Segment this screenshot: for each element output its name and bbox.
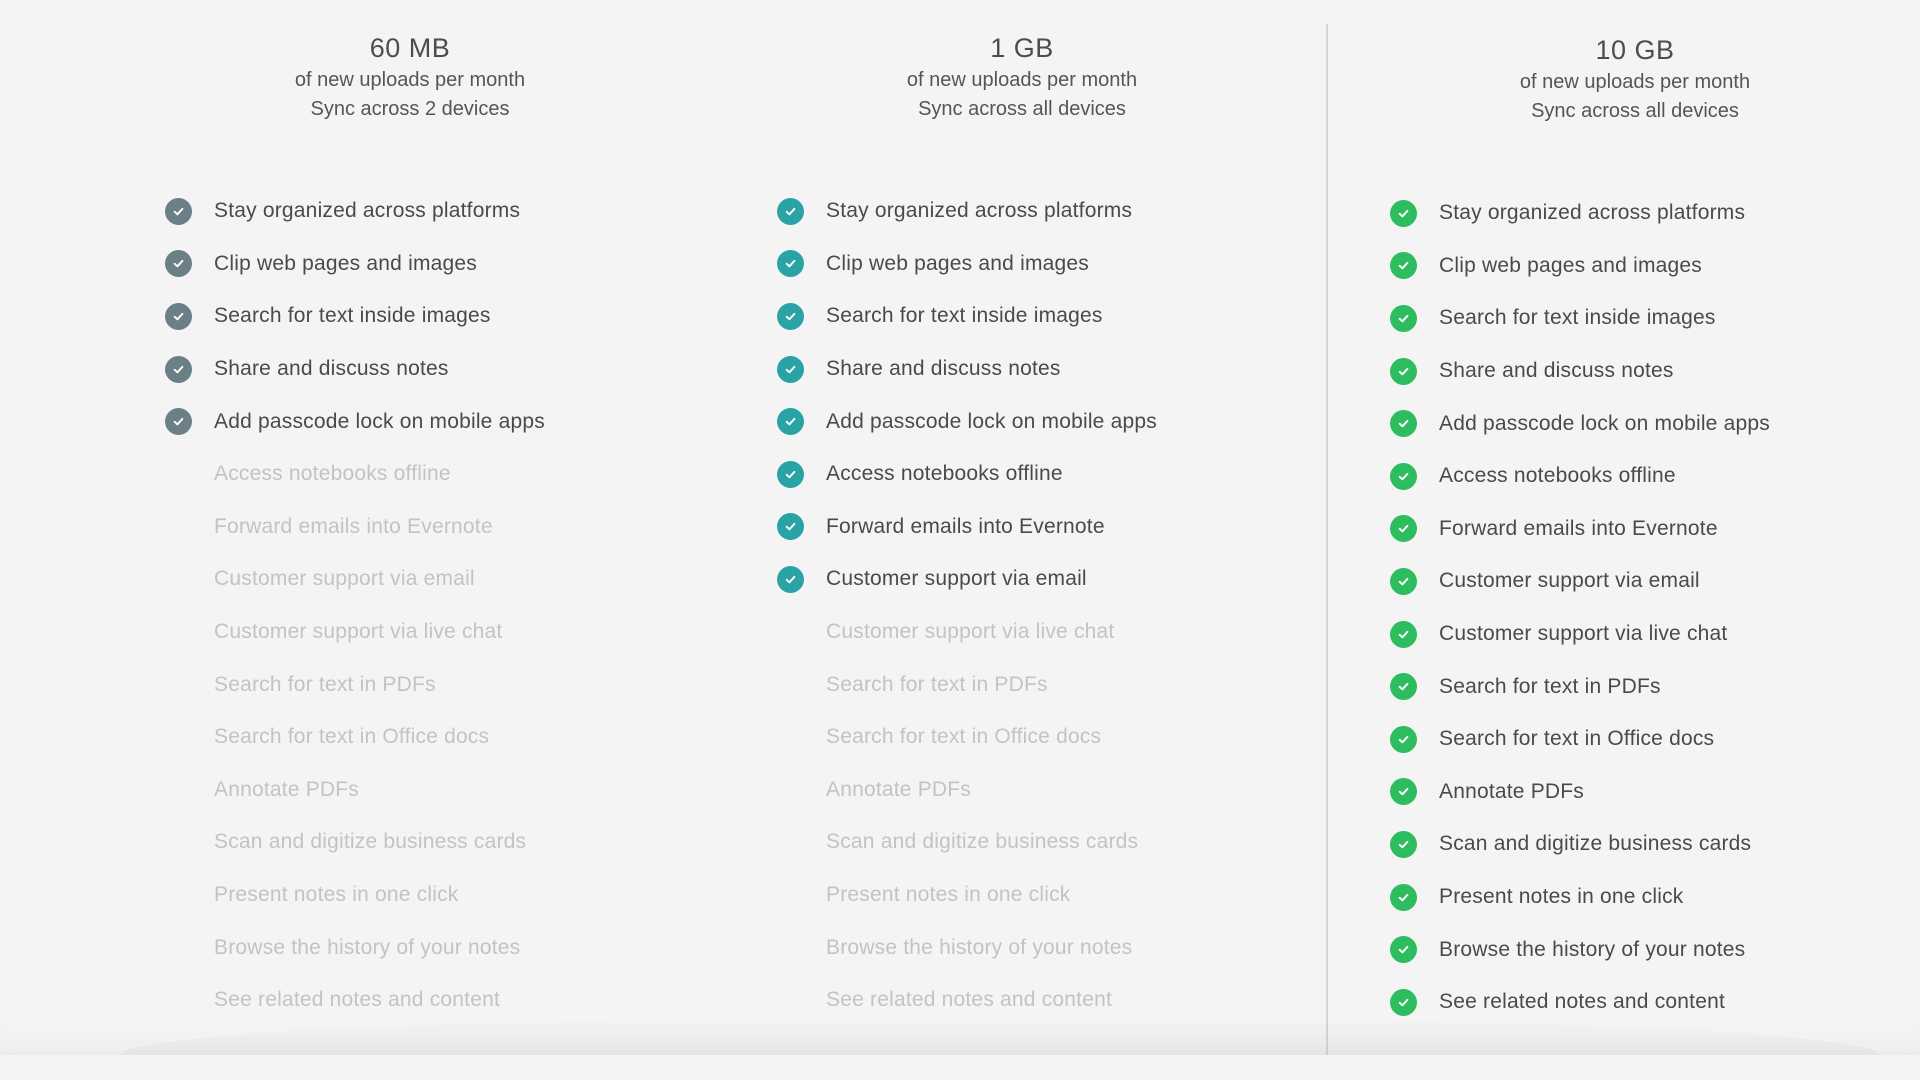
- plan-comparison-panel: [120, 24, 1880, 1055]
- plan-header: 10 GB of new uploads per month Sync acro…: [1325, 32, 1920, 126]
- feature-label: Add passcode lock on mobile apps: [826, 409, 1157, 433]
- feature-label: Access notebooks offline: [1439, 464, 1676, 488]
- feature-label: See related notes and content: [826, 988, 1113, 1012]
- feature-label: Forward emails into Evernote: [826, 514, 1105, 538]
- check-circle-icon: [1390, 410, 1417, 438]
- feature-label: Search for text inside images: [1439, 306, 1716, 330]
- feature-label: Annotate PDFs: [214, 777, 360, 801]
- feature-label: Access notebooks offline: [214, 462, 451, 486]
- plan-sync: Sync across all devices: [918, 98, 1126, 120]
- feature-label: Annotate PDFs: [826, 777, 972, 801]
- check-circle-icon: [777, 355, 804, 383]
- check-circle-icon: [1390, 936, 1417, 964]
- plan-storage: 1 GB: [990, 33, 1054, 63]
- plan-sync: Sync across 2 devices: [310, 98, 510, 120]
- feature-label: Search for text in PDFs: [826, 672, 1048, 696]
- feature-label: Customer support via email: [1439, 569, 1700, 593]
- feature-label: Share and discuss notes: [1439, 359, 1674, 383]
- feature-label: Scan and digitize business cards: [1439, 832, 1752, 856]
- check-circle-icon: [1390, 515, 1417, 543]
- plan-sync: Sync across all devices: [1531, 100, 1739, 122]
- check-circle-icon: [1390, 462, 1417, 490]
- plan-header: 1 GB of new uploads per month Sync acros…: [712, 30, 1332, 124]
- feature-label: Scan and digitize business cards: [214, 830, 527, 854]
- feature-label: Forward emails into Evernote: [1439, 516, 1718, 540]
- check-circle-icon: [1390, 778, 1417, 806]
- feature-label: Stay organized across platforms: [214, 199, 521, 223]
- check-circle-icon: [1390, 357, 1417, 385]
- check-circle-icon: [777, 565, 804, 593]
- plan-header: 60 MB of new uploads per month Sync acro…: [100, 30, 720, 124]
- plan-storage: 60 MB: [369, 33, 451, 63]
- check-circle-icon: [165, 302, 192, 330]
- feature-label: Search for text in Office docs: [826, 725, 1102, 749]
- check-circle-icon: [777, 302, 804, 330]
- check-circle-icon: [1390, 988, 1417, 1016]
- check-circle-icon: [1390, 304, 1417, 332]
- feature-label: Forward emails into Evernote: [214, 514, 493, 538]
- feature-label: Customer support via live chat: [214, 620, 503, 644]
- check-circle-icon: [777, 250, 804, 278]
- plan-storage: 10 GB: [1595, 35, 1675, 65]
- feature-label: Browse the history of your notes: [826, 935, 1133, 959]
- check-circle-icon: [1390, 252, 1417, 280]
- feature-label: See related notes and content: [214, 988, 501, 1012]
- plan-uploads: of new uploads per month: [906, 69, 1138, 91]
- check-circle-icon: [1390, 883, 1417, 911]
- check-circle-icon: [1390, 725, 1417, 753]
- check-circle-icon: [165, 250, 192, 278]
- feature-label: Customer support via email: [826, 567, 1087, 591]
- feature-label: Stay organized across platforms: [1439, 201, 1746, 225]
- feature-label: Present notes in one click: [214, 883, 459, 907]
- plan-uploads: of new uploads per month: [1519, 71, 1751, 93]
- feature-label: Share and discuss notes: [214, 357, 449, 381]
- feature-label: Share and discuss notes: [826, 357, 1061, 381]
- feature-label: Clip web pages and images: [826, 251, 1089, 275]
- check-circle-icon: [165, 197, 192, 225]
- feature-label: See related notes and content: [1439, 990, 1726, 1014]
- column-divider: [1326, 24, 1328, 1055]
- check-circle-icon: [777, 408, 804, 436]
- check-circle-icon: [777, 197, 804, 225]
- feature-label: Clip web pages and images: [214, 251, 477, 275]
- check-circle-icon: [165, 355, 192, 383]
- feature-label: Annotate PDFs: [1439, 779, 1585, 803]
- feature-label: Customer support via live chat: [826, 620, 1115, 644]
- feature-label: Search for text in PDFs: [1439, 674, 1661, 698]
- check-circle-icon: [1390, 620, 1417, 648]
- feature-label: Access notebooks offline: [826, 462, 1063, 486]
- feature-label: Search for text in PDFs: [214, 672, 436, 696]
- feature-label: Present notes in one click: [1439, 885, 1684, 909]
- feature-label: Search for text inside images: [826, 304, 1103, 328]
- check-circle-icon: [777, 460, 804, 488]
- feature-label: Clip web pages and images: [1439, 253, 1702, 277]
- feature-label: Search for text inside images: [214, 304, 491, 328]
- check-circle-icon: [1390, 830, 1417, 858]
- check-circle-icon: [777, 513, 804, 541]
- feature-label: Stay organized across platforms: [826, 199, 1133, 223]
- feature-label: Add passcode lock on mobile apps: [1439, 411, 1770, 435]
- feature-label: Add passcode lock on mobile apps: [214, 409, 545, 433]
- check-circle-icon: [1390, 199, 1417, 227]
- feature-label: Present notes in one click: [826, 883, 1071, 907]
- feature-label: Customer support via live chat: [1439, 622, 1728, 646]
- check-circle-icon: [1390, 673, 1417, 701]
- feature-label: Search for text in Office docs: [1439, 727, 1715, 751]
- check-circle-icon: [1390, 567, 1417, 595]
- check-circle-icon: [165, 408, 192, 436]
- feature-label: Scan and digitize business cards: [826, 830, 1139, 854]
- plan-uploads: of new uploads per month: [294, 69, 526, 91]
- feature-label: Customer support via email: [214, 567, 475, 591]
- feature-label: Browse the history of your notes: [214, 935, 521, 959]
- feature-label: Browse the history of your notes: [1439, 937, 1746, 961]
- feature-label: Search for text in Office docs: [214, 725, 490, 749]
